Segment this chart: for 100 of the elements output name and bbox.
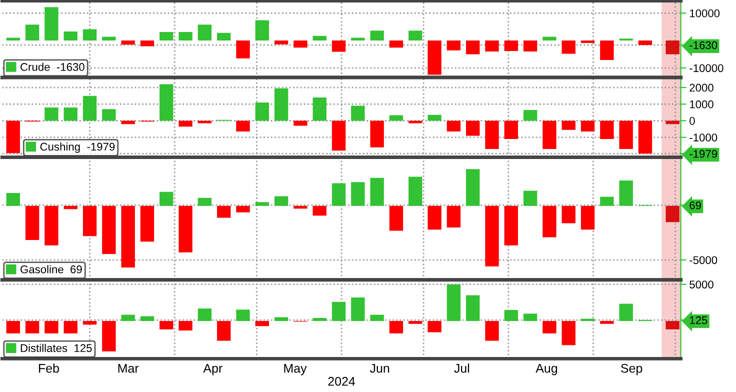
bar bbox=[370, 120, 384, 148]
bar bbox=[121, 40, 135, 45]
bar bbox=[274, 40, 288, 44]
bar bbox=[446, 120, 461, 132]
bar bbox=[178, 320, 192, 330]
bar bbox=[351, 182, 365, 206]
bar bbox=[638, 40, 652, 46]
bar bbox=[82, 206, 97, 236]
bar bbox=[562, 320, 576, 346]
bar bbox=[6, 120, 20, 154]
bar bbox=[428, 40, 442, 75]
bar bbox=[389, 206, 404, 231]
bar bbox=[294, 120, 308, 126]
bar bbox=[312, 97, 326, 121]
bar bbox=[217, 32, 231, 41]
bar bbox=[332, 183, 346, 206]
y-tick-label: -1000 bbox=[690, 134, 718, 142]
bar bbox=[580, 206, 595, 230]
bar bbox=[619, 304, 633, 321]
bar bbox=[562, 120, 576, 130]
bar bbox=[666, 206, 680, 222]
bar bbox=[236, 310, 250, 321]
x-tick-label: Jun bbox=[370, 364, 390, 373]
bar bbox=[504, 206, 518, 246]
bar bbox=[25, 24, 40, 41]
y-tick-label: 69 bbox=[690, 201, 701, 210]
bar bbox=[236, 206, 250, 212]
bar bbox=[523, 314, 538, 321]
bar bbox=[178, 206, 192, 252]
bar bbox=[274, 196, 288, 206]
bar bbox=[504, 40, 518, 51]
bar bbox=[619, 180, 633, 206]
y-tick-label: 2000 bbox=[690, 84, 714, 92]
bar bbox=[638, 120, 652, 154]
bar bbox=[466, 120, 480, 136]
bar bbox=[160, 84, 174, 121]
x-tick-label: Jul bbox=[454, 364, 470, 373]
bar bbox=[140, 40, 154, 46]
bar bbox=[198, 198, 212, 206]
bar bbox=[294, 40, 308, 48]
bar bbox=[408, 30, 422, 41]
bar bbox=[485, 40, 499, 52]
bar bbox=[408, 320, 422, 324]
bar bbox=[351, 298, 365, 321]
bar bbox=[351, 38, 365, 41]
bar bbox=[562, 206, 576, 224]
bar bbox=[580, 120, 595, 132]
legend-label: Gasoline 69 bbox=[20, 265, 82, 274]
bar bbox=[102, 109, 116, 121]
bar bbox=[523, 110, 538, 121]
bar bbox=[600, 196, 614, 206]
bar bbox=[198, 308, 212, 321]
bar bbox=[140, 206, 154, 242]
bar bbox=[102, 36, 116, 41]
bar bbox=[25, 320, 40, 334]
y-tick-label: 1000 bbox=[690, 100, 714, 108]
bar bbox=[82, 96, 97, 121]
bar bbox=[580, 40, 595, 44]
bar bbox=[6, 38, 20, 41]
y-tick-label: -5000 bbox=[690, 256, 718, 264]
bar bbox=[255, 202, 269, 206]
bar bbox=[178, 120, 192, 127]
bar bbox=[121, 314, 135, 321]
x-tick-label: Aug bbox=[536, 364, 558, 376]
bar bbox=[160, 192, 174, 206]
legend-label: Crude -1630 bbox=[20, 62, 84, 71]
bar bbox=[102, 320, 116, 352]
bar bbox=[485, 120, 499, 149]
bar bbox=[236, 40, 250, 58]
bar bbox=[332, 302, 346, 321]
bar bbox=[428, 114, 442, 121]
bar bbox=[542, 120, 556, 149]
bar bbox=[370, 30, 384, 41]
bar bbox=[64, 31, 78, 41]
bar bbox=[446, 40, 461, 50]
bar bbox=[217, 206, 231, 218]
bar bbox=[666, 120, 680, 124]
bar bbox=[64, 107, 78, 121]
bar bbox=[408, 120, 422, 124]
bar bbox=[332, 120, 346, 151]
bar bbox=[160, 32, 174, 41]
bar bbox=[542, 36, 556, 41]
bar bbox=[140, 316, 154, 321]
bar bbox=[44, 7, 58, 41]
bar bbox=[389, 115, 404, 121]
bar bbox=[466, 169, 480, 206]
bar bbox=[274, 88, 288, 121]
bar bbox=[294, 206, 308, 209]
y-tick-label: 10000 bbox=[690, 9, 720, 18]
bar bbox=[504, 120, 518, 140]
bar bbox=[82, 320, 97, 325]
bar bbox=[600, 40, 614, 60]
x-axis-title: 2024 bbox=[328, 376, 356, 386]
x-tick-label: Feb bbox=[38, 364, 59, 373]
bar bbox=[466, 40, 480, 54]
bar bbox=[121, 120, 135, 124]
bar bbox=[64, 320, 78, 334]
bar bbox=[542, 206, 556, 238]
bar bbox=[332, 40, 346, 52]
y-tick-label: -1630 bbox=[690, 41, 718, 50]
